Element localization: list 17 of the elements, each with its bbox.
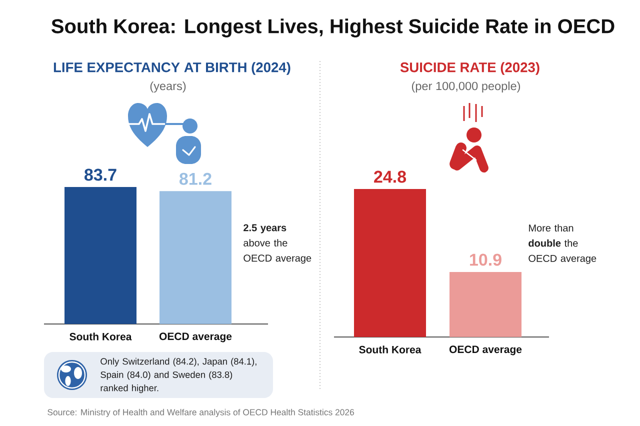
chart-title: LIFE EXPECTANCY AT BIRTH (2024) xyxy=(54,62,290,75)
chart-title: SUICIDE RATE (2023) xyxy=(400,62,540,75)
x-tick-label: OECD average xyxy=(159,332,232,342)
data-label: 81.2 xyxy=(180,172,212,185)
x-tick-label: South Korea xyxy=(359,346,422,354)
text: Only Switzerland (84.2), Japan (84.1), Spain (84.0) and Sweden (83.8) ranked higher. xyxy=(100,358,256,394)
data-label: 10.9 xyxy=(470,254,502,266)
chart-subtitle: (years) xyxy=(150,82,186,92)
source-note: Source: Ministry of Health and Welfare analysis of OECD Health Statistics 2026 xyxy=(48,408,354,418)
x-tick-label: South Korea xyxy=(70,332,132,340)
data-label: 83.7 xyxy=(84,168,116,181)
annotation: 2.5 years above the OECD average xyxy=(244,224,312,264)
text: South Korea: Longest Lives, Highest Suicide Rate in OECD xyxy=(52,18,614,38)
data-label: 24.8 xyxy=(374,170,406,183)
annotation: More than double the OECD average xyxy=(528,224,596,264)
x-tick-label: OECD average xyxy=(449,346,522,356)
chart-subtitle: (per 100,000 people) xyxy=(412,82,520,92)
